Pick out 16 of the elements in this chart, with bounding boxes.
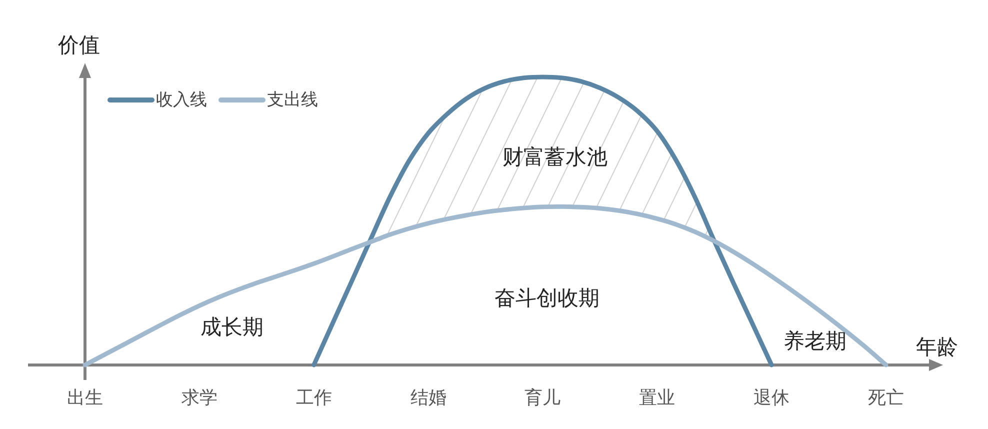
- legend-label: 收入线: [156, 90, 207, 110]
- legend-label: 支出线: [267, 90, 318, 110]
- x-tick-label: 置业: [639, 388, 676, 408]
- y-axis-title: 价值: [57, 33, 100, 57]
- x-tick-label: 出生: [67, 388, 103, 408]
- x-tick-label: 死亡: [868, 388, 904, 408]
- x-axis-title: 年龄: [916, 335, 958, 359]
- x-tick-label: 结婚: [410, 388, 446, 408]
- annotation: 养老期: [784, 329, 846, 353]
- x-tick-label: 育儿: [524, 388, 561, 408]
- annotation: 财富蓄水池: [502, 145, 608, 169]
- x-tick-label: 退休: [754, 388, 790, 408]
- annotation: 成长期: [200, 315, 264, 339]
- annotation: 奋斗创收期: [494, 286, 600, 310]
- x-tick-label: 求学: [181, 388, 218, 408]
- x-tick-label: 工作: [296, 388, 332, 408]
